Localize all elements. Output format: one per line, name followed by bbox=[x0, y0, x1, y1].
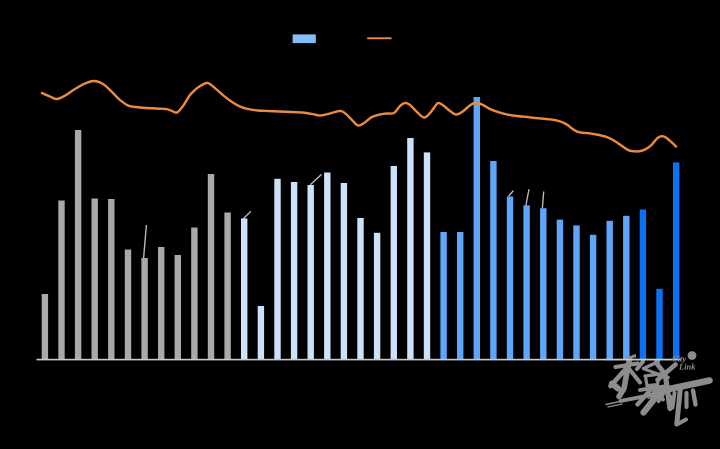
svg-text:City: City bbox=[672, 354, 686, 364]
svg-text:Link: Link bbox=[678, 362, 696, 372]
